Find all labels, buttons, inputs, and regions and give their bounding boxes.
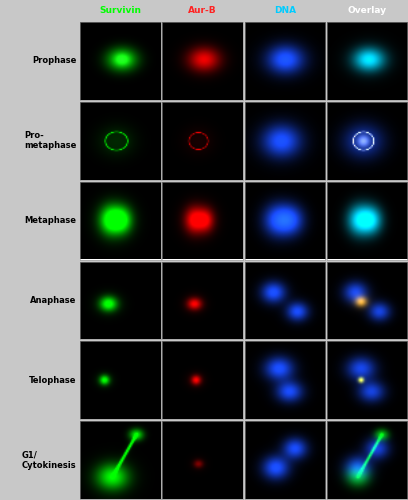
Text: Pro-
metaphase: Pro- metaphase [24,131,76,150]
Text: Aur-B: Aur-B [188,6,217,15]
Text: Prophase: Prophase [32,56,76,66]
Text: Overlay: Overlay [347,6,386,15]
Text: Anaphase: Anaphase [30,296,76,305]
Text: Metaphase: Metaphase [24,216,76,225]
Text: G1/
Cytokinesis: G1/ Cytokinesis [22,450,76,470]
Text: DNA: DNA [274,6,296,15]
Text: Telophase: Telophase [29,376,76,385]
Text: Survivin: Survivin [100,6,142,15]
